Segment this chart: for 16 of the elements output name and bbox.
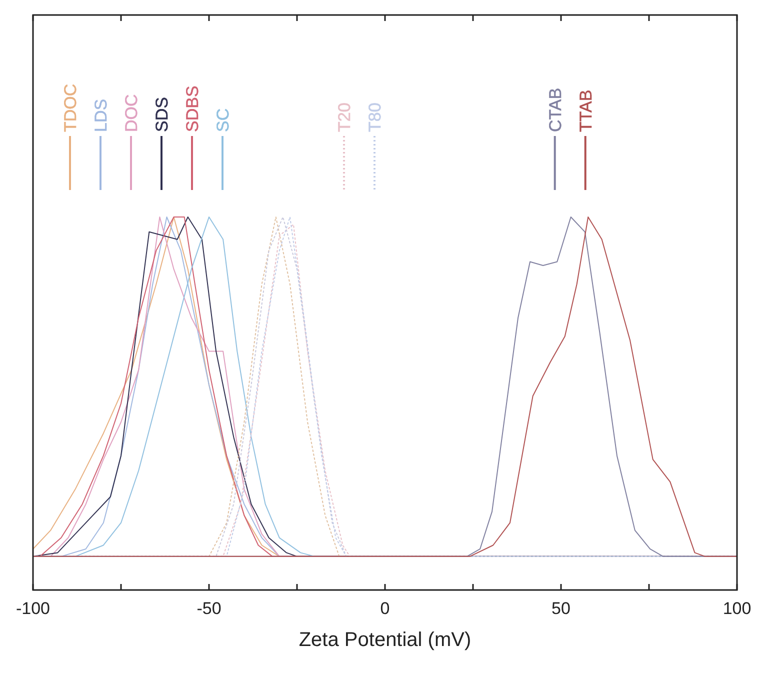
text: T20 — [335, 102, 354, 132]
text: SC — [214, 108, 232, 132]
x-tick-label: -100 — [16, 599, 50, 618]
text: SDS — [152, 97, 172, 132]
text: TDOC — [61, 84, 80, 132]
x-tick-label: 100 — [722, 599, 752, 618]
x-axis-title: Zeta Potential (mV) — [298, 629, 472, 651]
text: SDBS — [183, 86, 202, 132]
text: LDS — [92, 98, 110, 132]
text: TTAB — [576, 90, 596, 132]
text: T80 — [366, 102, 384, 132]
text: DOC — [122, 94, 141, 132]
x-tick-label: 50 — [552, 599, 570, 618]
x-tick-label: 0 — [380, 599, 390, 618]
text: CTAB — [546, 88, 565, 132]
x-tick-label: -50 — [196, 599, 222, 618]
